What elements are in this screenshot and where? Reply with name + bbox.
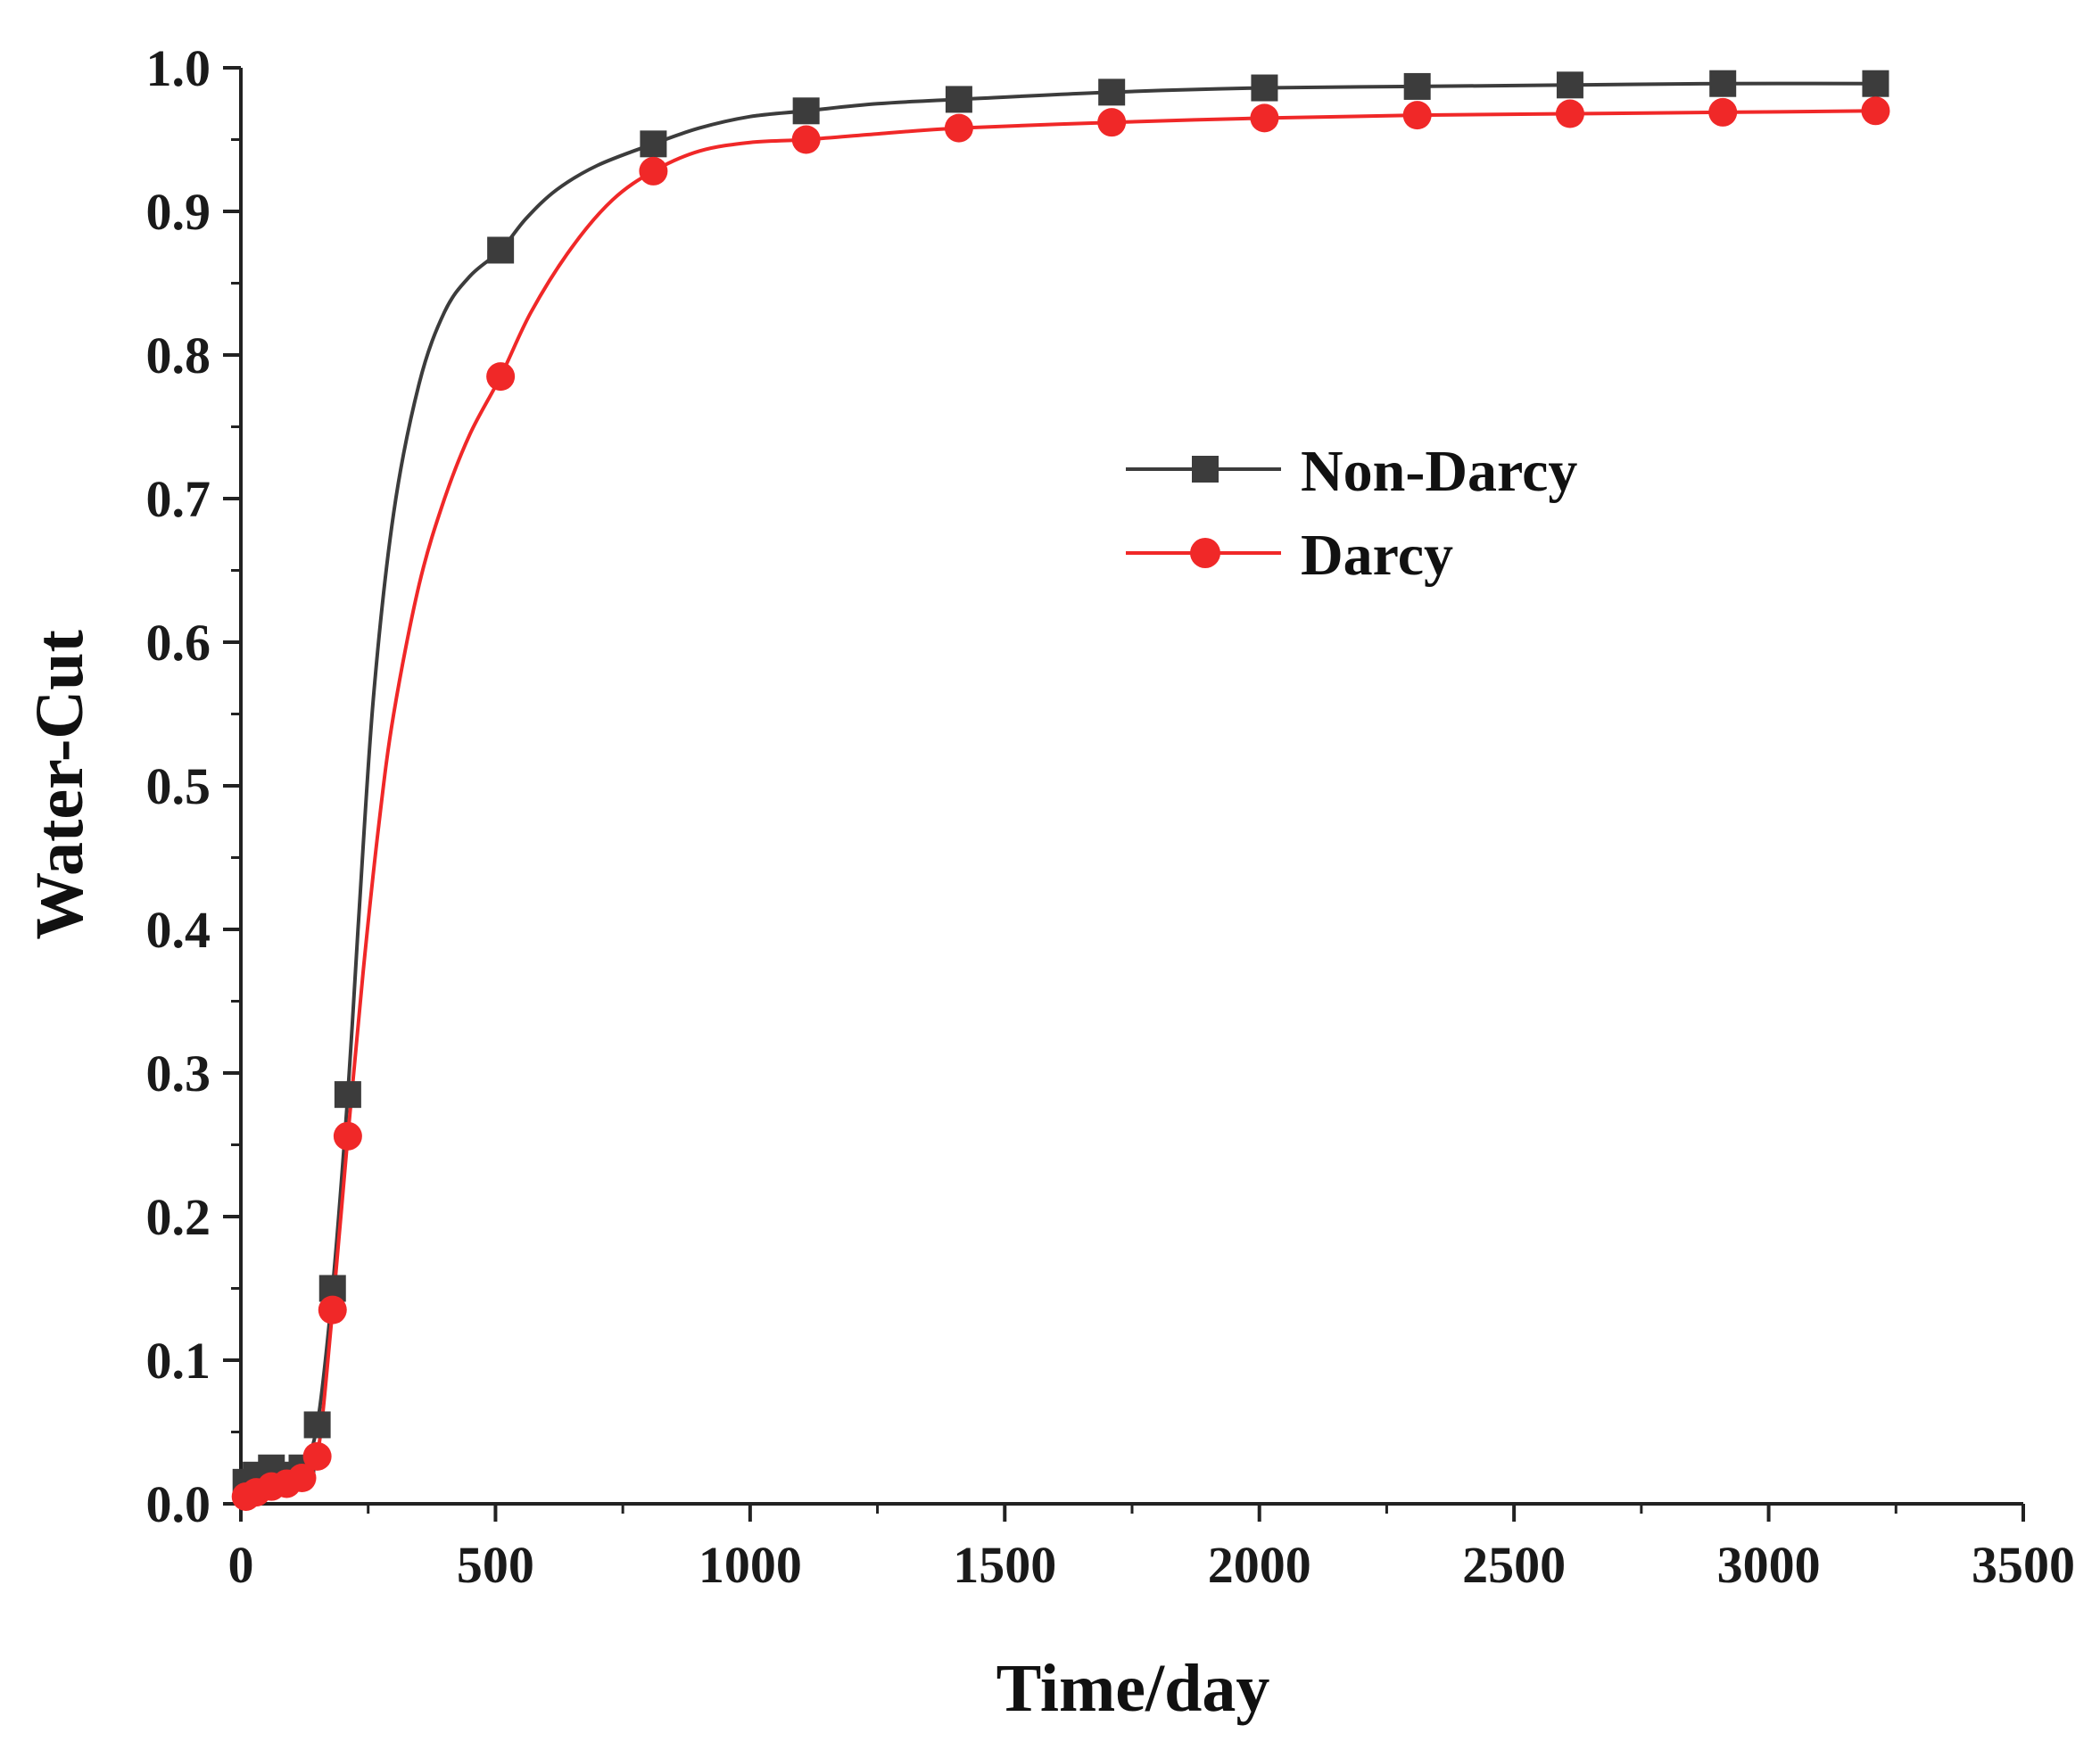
darcy-point	[1708, 97, 1738, 127]
darcy-point	[1555, 99, 1584, 128]
non-darcy-point	[303, 1411, 331, 1439]
x-tick-label: 1500	[953, 1536, 1056, 1594]
darcy-point	[318, 1295, 347, 1325]
y-tick-label: 0.3	[146, 1044, 211, 1102]
darcy-point	[287, 1464, 317, 1493]
x-tick-label: 0	[228, 1536, 254, 1594]
y-tick-label: 0.2	[146, 1188, 211, 1246]
legend-darcy-marker	[1190, 538, 1220, 568]
darcy-point	[333, 1121, 362, 1151]
non-darcy-line	[244, 81, 1876, 1484]
legend: Non-Darcy Darcy	[1126, 439, 1577, 588]
non-darcy-point	[1403, 72, 1431, 100]
darcy-point	[1402, 101, 1432, 130]
x-axis-title: Time/day	[996, 1651, 1270, 1726]
non-darcy-point	[1556, 71, 1583, 99]
x-tick-label: 2500	[1462, 1536, 1566, 1594]
y-tick-label: 0.1	[146, 1332, 211, 1390]
darcy-point	[1861, 96, 1890, 126]
x-tick-label: 1000	[699, 1536, 802, 1594]
x-tick-label: 3000	[1717, 1536, 1821, 1594]
x-tick-label: 3500	[1972, 1536, 2075, 1594]
non-darcy-point	[640, 130, 667, 158]
series-markers	[231, 70, 1890, 1511]
darcy-point	[1097, 108, 1127, 137]
y-tick-label: 0.5	[146, 757, 211, 815]
legend-non-darcy-marker	[1192, 456, 1219, 483]
y-tick-label: 0.0	[146, 1475, 211, 1533]
non-darcy-point	[334, 1081, 361, 1109]
non-darcy-point	[945, 86, 972, 113]
non-darcy-point	[487, 236, 515, 264]
darcy-point	[944, 113, 973, 143]
non-darcy-point	[1862, 70, 1889, 97]
non-darcy-point	[1098, 78, 1126, 106]
darcy-point	[302, 1441, 332, 1471]
darcy-point	[639, 156, 668, 186]
y-axis-title: Water-Cut	[22, 630, 97, 940]
legend-non-darcy-label: Non-Darcy	[1301, 439, 1577, 504]
y-tick-label: 0.8	[146, 326, 211, 384]
y-tick-label: 1.0	[146, 39, 211, 97]
y-tick-label: 0.9	[146, 183, 211, 241]
y-tick-label: 0.6	[146, 614, 211, 672]
x-tick-label: 2000	[1208, 1536, 1311, 1594]
y-tick-label: 0.4	[146, 901, 211, 959]
non-darcy-point	[1709, 70, 1737, 97]
x-tick-label: 500	[457, 1536, 534, 1594]
darcy-point	[486, 362, 516, 392]
y-tick-label: 0.7	[146, 470, 211, 528]
darcy-point	[1250, 103, 1279, 133]
series-curves	[244, 81, 1876, 1498]
axes: 0 500 1000 1500 2000 2500 3000 3500 0.0 0.1 0.2 0.3…	[146, 39, 2076, 1594]
legend-darcy-label: Darcy	[1301, 523, 1453, 588]
non-darcy-point	[792, 97, 820, 125]
non-darcy-point	[1251, 74, 1278, 102]
darcy-point	[791, 125, 821, 154]
darcy-line	[244, 109, 1876, 1498]
